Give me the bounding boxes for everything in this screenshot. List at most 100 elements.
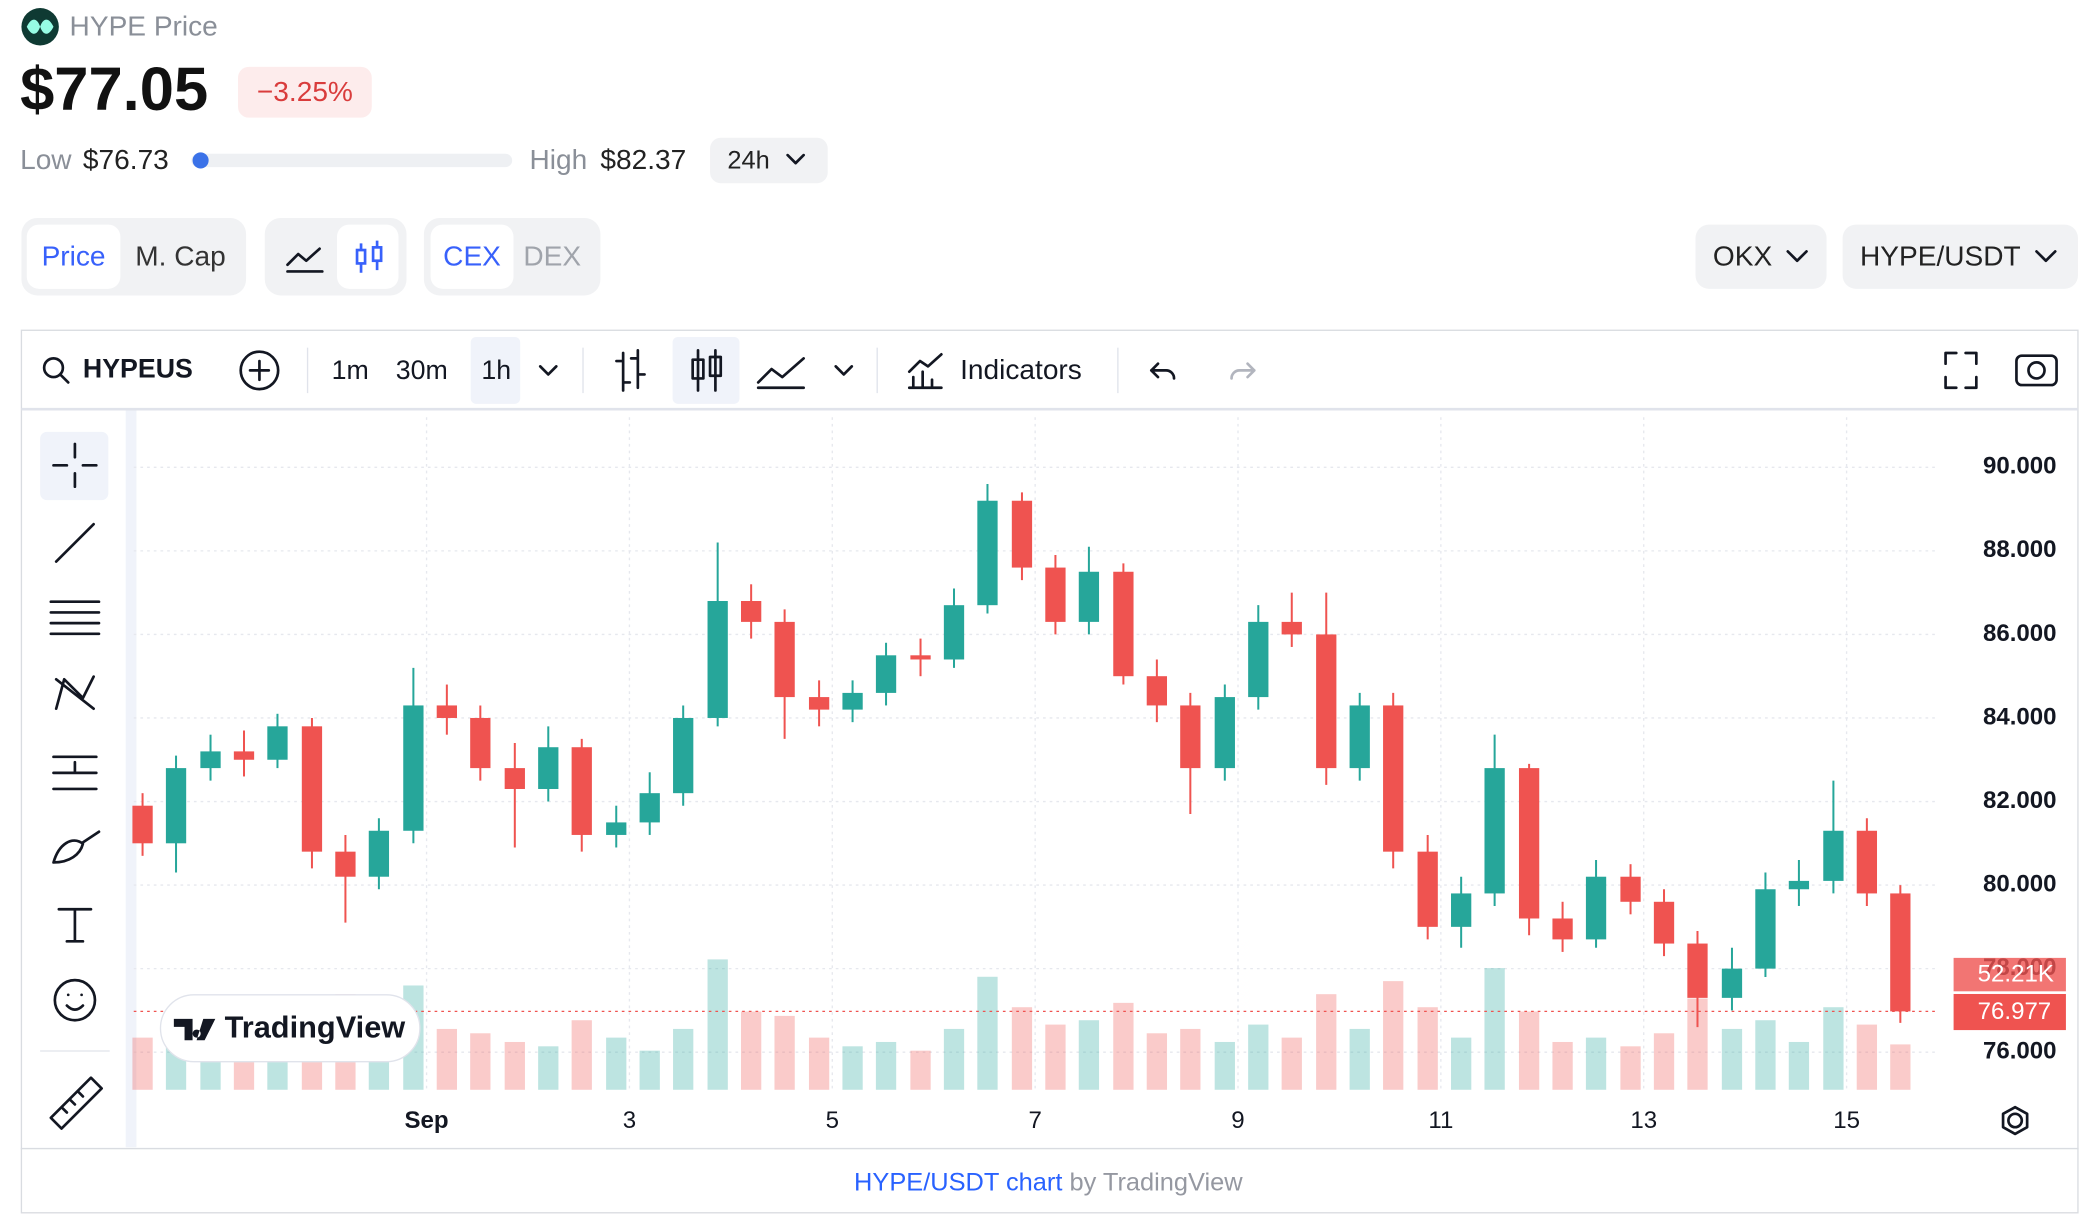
interval[interactable]: 1h bbox=[481, 355, 511, 385]
screenshot bbox=[2027, 361, 2046, 380]
brush-tool[interactable] bbox=[52, 830, 101, 864]
indicators-icon[interactable] bbox=[907, 353, 943, 390]
volume-bar bbox=[1045, 1024, 1066, 1090]
text-tool[interactable] bbox=[57, 907, 93, 943]
candle-body bbox=[774, 621, 795, 698]
chevron[interactable] bbox=[834, 365, 854, 376]
high-value: $82.37 bbox=[600, 144, 686, 175]
candle-body bbox=[977, 500, 998, 606]
volume-bar bbox=[639, 1050, 660, 1090]
candle-body bbox=[1518, 768, 1540, 919]
candle-body bbox=[1552, 918, 1573, 940]
fib-tool[interactable] bbox=[49, 600, 101, 636]
candle-body bbox=[1146, 676, 1168, 706]
volume-bar bbox=[1823, 1007, 1844, 1090]
candle-body bbox=[1045, 567, 1066, 622]
volume-bar bbox=[1078, 1020, 1100, 1090]
pair[interactable]: HYPE/USDT bbox=[1860, 240, 2021, 271]
tab-active[interactable] bbox=[336, 224, 399, 289]
pattern-tool[interactable] bbox=[54, 675, 95, 711]
pair-select[interactable] bbox=[1842, 224, 2078, 289]
volume-bar bbox=[1146, 1033, 1168, 1090]
volume-bar bbox=[1687, 998, 1708, 1090]
volume-bar bbox=[910, 1050, 931, 1090]
volume-bar bbox=[741, 1011, 762, 1090]
undo[interactable] bbox=[1149, 362, 1176, 380]
footer-link[interactable]: HYPE/USDT chart bbox=[854, 1168, 1062, 1196]
screenshot[interactable] bbox=[2015, 354, 2058, 387]
candle-body bbox=[1653, 901, 1675, 944]
volume-bar bbox=[470, 1033, 491, 1090]
interval[interactable]: 1m bbox=[332, 355, 369, 385]
style-active[interactable] bbox=[672, 336, 740, 404]
tv-wordmark: TradingView bbox=[225, 1010, 406, 1045]
volume-bar bbox=[1484, 968, 1505, 1090]
period[interactable]: 24h bbox=[727, 146, 769, 174]
area-icon[interactable] bbox=[756, 357, 805, 390]
add-symbol[interactable] bbox=[239, 350, 280, 391]
volume-bar bbox=[943, 1028, 965, 1090]
volume-bar bbox=[1451, 1037, 1472, 1090]
exchange-select[interactable] bbox=[1695, 224, 1827, 289]
y-tick-label: 84.000 bbox=[1983, 703, 2057, 730]
candle-body bbox=[1011, 500, 1033, 568]
bars-icon[interactable] bbox=[615, 348, 646, 392]
candle-body bbox=[1349, 705, 1370, 769]
candle-body bbox=[335, 851, 356, 877]
candle-icon bbox=[355, 248, 367, 265]
chevron[interactable] bbox=[538, 365, 558, 376]
settings[interactable] bbox=[2007, 1112, 2024, 1129]
candle-body bbox=[1620, 876, 1641, 902]
tab-price[interactable]: Price bbox=[42, 240, 106, 271]
volume-bar bbox=[808, 1037, 830, 1090]
price-label-box bbox=[1953, 993, 2066, 1031]
interval[interactable]: 30m bbox=[396, 355, 448, 385]
x-tick-label: 9 bbox=[1231, 1107, 1244, 1134]
exchange[interactable]: OKX bbox=[1713, 240, 1773, 271]
volume-bar bbox=[571, 1020, 592, 1090]
trendline-tool[interactable] bbox=[54, 522, 95, 563]
ruler-tool[interactable] bbox=[49, 1076, 103, 1130]
symbol[interactable]: HYPEUS bbox=[83, 353, 193, 383]
y-tick-label: 80.000 bbox=[1983, 870, 2057, 897]
volume-bar bbox=[1417, 1007, 1438, 1090]
interval-active[interactable] bbox=[470, 336, 521, 404]
candle-body bbox=[132, 805, 153, 844]
volume-bar bbox=[1316, 994, 1337, 1090]
candle-body bbox=[1417, 851, 1438, 927]
candle-body bbox=[436, 705, 457, 718]
tab-cex[interactable]: CEX bbox=[443, 240, 501, 271]
price-label: 76.977 bbox=[1978, 998, 2052, 1025]
prediction-tool[interactable] bbox=[52, 755, 98, 791]
volume-bar bbox=[1585, 1037, 1607, 1090]
redo[interactable] bbox=[1230, 362, 1256, 380]
candle-body bbox=[1687, 943, 1708, 998]
candle-body bbox=[165, 768, 187, 844]
volume-bar bbox=[132, 1037, 153, 1090]
volume-bar bbox=[1788, 1041, 1810, 1090]
x-tick-label: 15 bbox=[1833, 1107, 1860, 1134]
emoji-tool bbox=[80, 993, 83, 997]
emoji-tool[interactable] bbox=[53, 978, 97, 1022]
candle-body bbox=[1856, 830, 1878, 894]
fullscreen[interactable] bbox=[1944, 351, 1978, 390]
tab-active[interactable] bbox=[430, 224, 514, 289]
tab-mcap[interactable]: M. Cap bbox=[135, 240, 225, 271]
emoji-tool bbox=[66, 993, 70, 997]
volume-bar bbox=[1552, 1041, 1573, 1090]
volume-bar bbox=[1383, 981, 1404, 1090]
indicators[interactable]: Indicators bbox=[960, 354, 1082, 385]
x-tick-label: 7 bbox=[1028, 1107, 1041, 1134]
tv-badge[interactable] bbox=[159, 994, 421, 1063]
candle-body bbox=[875, 655, 897, 693]
volume-bar bbox=[1620, 1046, 1641, 1090]
period-button[interactable] bbox=[710, 137, 828, 184]
settings[interactable] bbox=[2001, 1105, 2029, 1136]
candle-body bbox=[943, 605, 965, 660]
tab-active[interactable] bbox=[26, 224, 121, 289]
line-chart-icon[interactable] bbox=[286, 247, 324, 273]
tab-dex[interactable]: DEX bbox=[523, 240, 581, 271]
tool-active[interactable] bbox=[40, 431, 109, 501]
search-icon[interactable] bbox=[42, 357, 65, 379]
candle-body bbox=[741, 601, 762, 622]
